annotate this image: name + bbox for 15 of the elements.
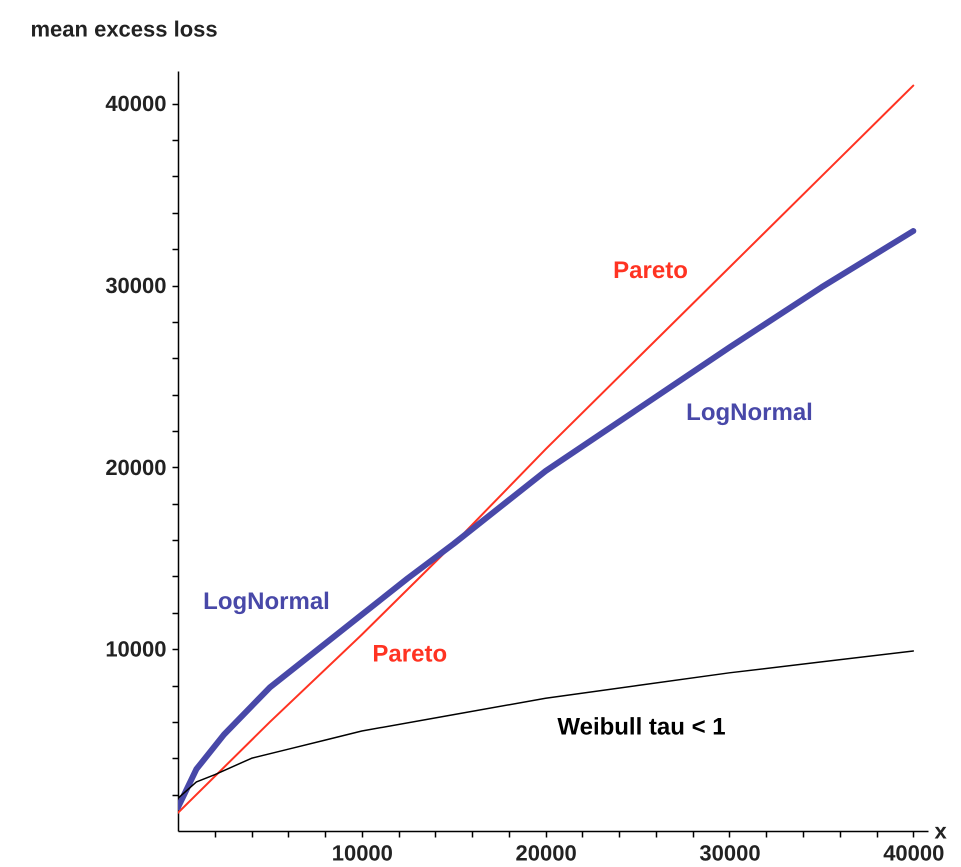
x-tick-label: 40000 (883, 840, 944, 866)
series-label: LogNormal (686, 399, 813, 426)
y-axis-title: mean excess loss (30, 16, 218, 42)
series-label: Weibull tau < 1 (557, 714, 726, 741)
series-label: Pareto (372, 640, 448, 668)
x-tick-label: 30000 (699, 840, 761, 866)
y-tick-label: 40000 (105, 91, 166, 116)
x-tick-label: 10000 (332, 840, 393, 866)
x-axis-title: x (934, 818, 948, 844)
text: Pareto (613, 256, 688, 284)
y-tick-label: 20000 (105, 454, 166, 480)
x-tick-label: 20000 (516, 840, 577, 866)
y-tick-label: 30000 (105, 273, 166, 298)
y-tick-label: 10000 (105, 636, 166, 662)
text: LogNormal (203, 588, 330, 616)
